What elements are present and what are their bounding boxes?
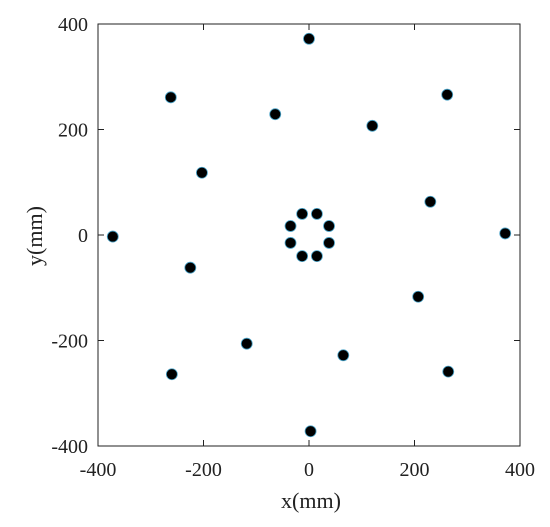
scatter-point xyxy=(311,250,323,263)
scatter-point xyxy=(269,108,282,121)
scatter-point xyxy=(184,261,197,274)
x-axis-label: x(mm) xyxy=(281,488,341,513)
scatter-point xyxy=(323,237,335,249)
plot-frame xyxy=(97,23,521,447)
scatter-point xyxy=(441,88,454,101)
scatter-point xyxy=(412,290,425,303)
scatter-point xyxy=(164,91,177,104)
y-tick-label: 400 xyxy=(58,14,88,36)
plot-frame-group xyxy=(97,23,521,447)
scatter-point xyxy=(304,425,317,438)
x-tick-label: 0 xyxy=(304,459,314,481)
scatter-point xyxy=(323,220,335,232)
scatter-point xyxy=(296,207,309,220)
scatter-point xyxy=(106,230,119,243)
scatter-point xyxy=(303,32,315,45)
x-tick-label: 400 xyxy=(505,459,535,481)
x-tick-label: -400 xyxy=(80,459,117,481)
scatter-point xyxy=(284,220,297,232)
y-axis-label: y(mm) xyxy=(22,206,47,266)
y-tick-label: 200 xyxy=(58,120,88,142)
scatter-point xyxy=(337,349,350,362)
y-tick-label: -200 xyxy=(51,331,88,353)
x-tick-label: 200 xyxy=(400,459,430,481)
x-tick-label: -200 xyxy=(185,459,222,481)
scatter-point xyxy=(442,365,455,378)
scatter-point xyxy=(296,250,309,263)
scatter-point xyxy=(284,237,297,249)
scatter-point xyxy=(366,119,379,132)
y-tick-label: 0 xyxy=(78,225,88,247)
points-group xyxy=(106,32,512,438)
y-tick-label: -400 xyxy=(51,436,88,458)
scatter-point xyxy=(311,207,323,220)
scatter-point xyxy=(499,227,512,240)
tick-group: -400 -200 0 200 400 -400 -200 0 200 400 xyxy=(51,14,535,481)
scatter-point xyxy=(196,166,208,179)
scatter-point xyxy=(424,195,437,208)
scatter-point xyxy=(240,337,253,350)
scatter-point xyxy=(165,368,178,381)
